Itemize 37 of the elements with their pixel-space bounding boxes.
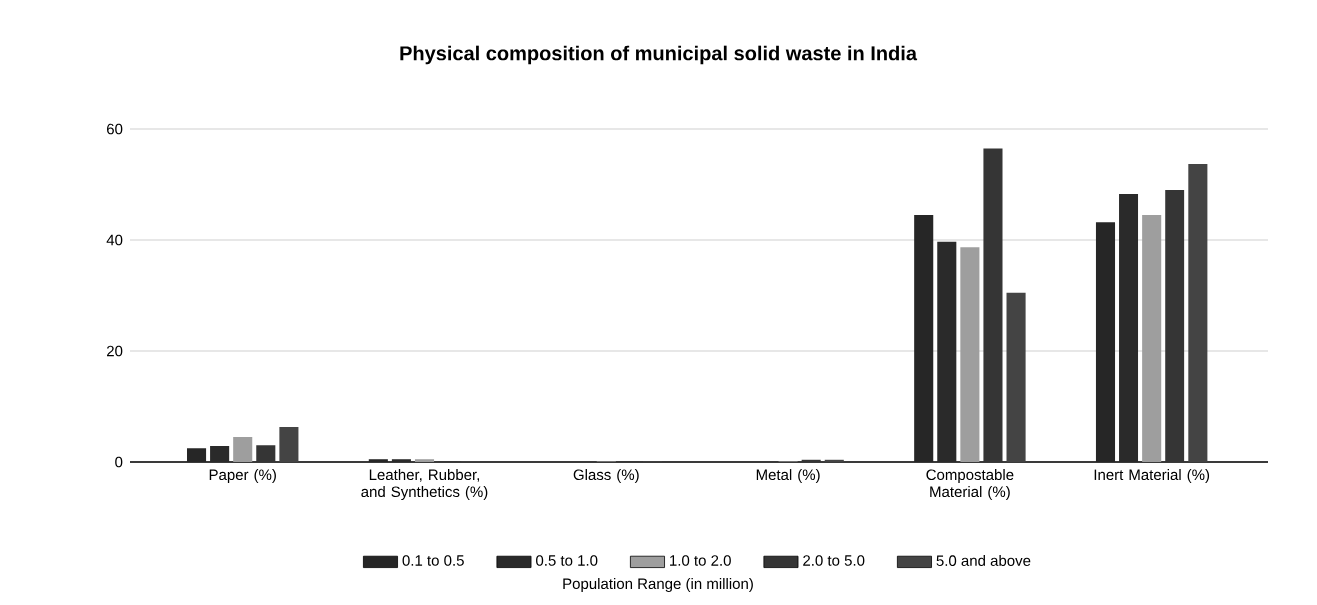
bar bbox=[1165, 190, 1185, 462]
legend-label: 0.5 to 1.0 bbox=[536, 555, 598, 566]
y-tick-label: 60 bbox=[107, 123, 123, 135]
bar bbox=[279, 427, 299, 462]
bar bbox=[937, 241, 957, 462]
bar bbox=[414, 459, 435, 462]
bar bbox=[256, 445, 276, 462]
bar bbox=[1188, 163, 1208, 462]
chart-title: Physical composition of municipal solid waste in India bbox=[400, 45, 918, 65]
legend-label: 1.0 to 2.0 bbox=[670, 555, 731, 566]
bar bbox=[960, 247, 980, 462]
bar bbox=[368, 459, 388, 462]
x-tick-label: Inert Material (%) bbox=[1094, 469, 1210, 484]
bar bbox=[914, 215, 934, 462]
y-tick-label: 40 bbox=[106, 234, 123, 246]
x-tick-label: Paper (%) bbox=[209, 469, 276, 484]
legend-label: 0.1 to 0.5 bbox=[402, 555, 464, 566]
bar bbox=[1119, 193, 1139, 462]
bar bbox=[1095, 222, 1116, 462]
bar bbox=[233, 437, 253, 462]
bar bbox=[1006, 292, 1026, 462]
legend-label: 5.0 and above bbox=[936, 554, 1031, 566]
bar bbox=[824, 459, 844, 462]
legend-title: Population Range (in million) bbox=[563, 578, 753, 592]
y-tick-label: 0 bbox=[115, 456, 123, 468]
bar bbox=[210, 445, 230, 462]
x-tick-label: Leather, Rubber, and Synthetics (%) bbox=[361, 469, 488, 501]
bar bbox=[1142, 215, 1162, 462]
bar bbox=[186, 448, 207, 462]
bar bbox=[801, 459, 821, 462]
x-tick-label: Glass (%) bbox=[573, 469, 639, 484]
bar bbox=[391, 459, 411, 462]
x-tick-label: Compostable Material (%) bbox=[926, 469, 1014, 501]
y-tick-label: 20 bbox=[107, 345, 123, 357]
legend-label: 2.0 to 5.0 bbox=[803, 555, 865, 566]
x-tick-label: Metal (%) bbox=[756, 469, 820, 484]
bar bbox=[983, 148, 1003, 462]
